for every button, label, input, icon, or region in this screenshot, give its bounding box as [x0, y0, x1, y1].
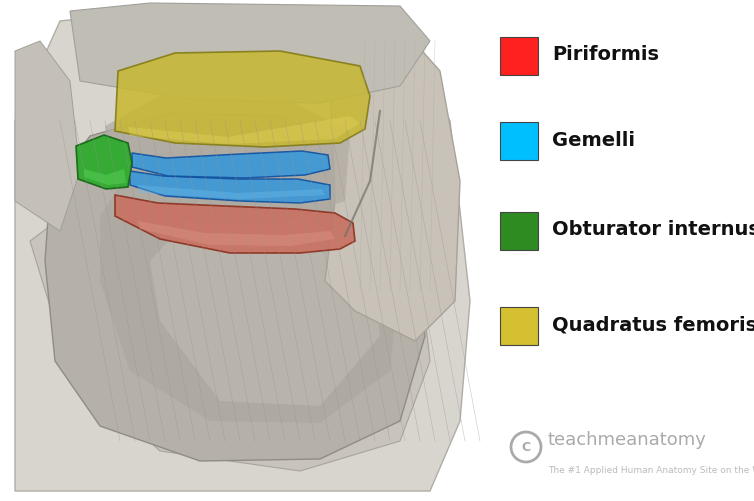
FancyBboxPatch shape — [500, 308, 538, 345]
Polygon shape — [325, 27, 460, 341]
Text: Gemelli: Gemelli — [552, 130, 635, 149]
Polygon shape — [45, 114, 425, 461]
Polygon shape — [128, 117, 360, 145]
Polygon shape — [130, 172, 330, 203]
Text: The #1 Applied Human Anatomy Site on the Web.: The #1 Applied Human Anatomy Site on the… — [548, 465, 754, 474]
Polygon shape — [115, 52, 370, 148]
Polygon shape — [138, 221, 335, 246]
FancyBboxPatch shape — [500, 38, 538, 76]
Polygon shape — [105, 97, 350, 223]
Text: Quadratus femoris: Quadratus femoris — [552, 315, 754, 334]
Polygon shape — [15, 42, 80, 231]
Polygon shape — [84, 170, 126, 186]
Text: Piriformis: Piriformis — [552, 46, 659, 64]
Polygon shape — [132, 152, 330, 179]
Polygon shape — [138, 186, 325, 199]
Polygon shape — [30, 201, 430, 471]
Polygon shape — [76, 136, 132, 189]
Polygon shape — [150, 206, 380, 406]
Polygon shape — [70, 4, 430, 104]
Text: teachmeanatomy: teachmeanatomy — [548, 430, 707, 448]
Text: C: C — [522, 440, 531, 453]
Polygon shape — [15, 7, 470, 491]
Polygon shape — [115, 195, 355, 254]
FancyBboxPatch shape — [500, 212, 538, 250]
Polygon shape — [100, 142, 400, 423]
FancyBboxPatch shape — [500, 123, 538, 161]
Text: Obturator internus (cut): Obturator internus (cut) — [552, 220, 754, 239]
